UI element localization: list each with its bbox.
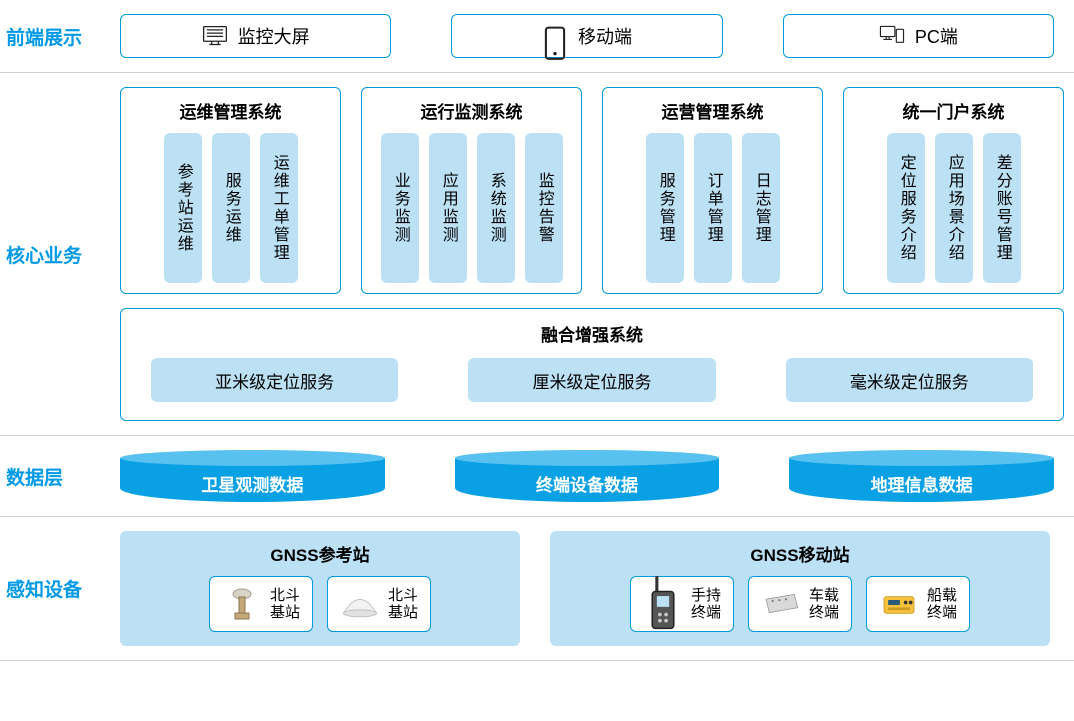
row-frontend: 前端展示 监控大屏 移动端 PC端 — [0, 0, 1074, 73]
frontend-item-pc: PC端 — [783, 14, 1054, 58]
row-label-data: 数据层 — [0, 436, 120, 516]
frontend-item-label: 监控大屏 — [238, 23, 310, 49]
row-content-core: 运维管理系统参考站运维服务运维运维工单管理运行监测系统业务监测应用监测系统监测监… — [120, 73, 1074, 435]
perception-item-label: 北斗基站 — [388, 587, 418, 622]
vehicle-icon — [761, 584, 801, 624]
pc-icon — [879, 25, 905, 47]
fusion-item: 厘米级定位服务 — [468, 358, 715, 402]
perception-items: 北斗基站 北斗基站 — [136, 576, 504, 632]
antenna2-icon — [340, 584, 380, 624]
perception-groups: GNSS参考站北斗基站 北斗基站 GNSS移动站手持终端 车载终端 船载终端 — [120, 531, 1064, 646]
system-title: 运维管理系统 — [180, 98, 282, 123]
perception-item-label: 船载终端 — [927, 587, 957, 622]
cylinder-top — [789, 450, 1054, 466]
row-label-core: 核心业务 — [0, 73, 120, 435]
row-content-frontend: 监控大屏 移动端 PC端 — [120, 0, 1074, 72]
perception-item: 北斗基站 — [327, 576, 431, 632]
data-items: 卫星观测数据 终端设备数据 地理信息数据 — [120, 450, 1064, 502]
system-items: 服务管理订单管理日志管理 — [611, 133, 814, 283]
antenna1-icon — [222, 584, 262, 624]
core-systems: 运维管理系统参考站运维服务运维运维工单管理运行监测系统业务监测应用监测系统监测监… — [120, 87, 1064, 294]
data-cylinder: 卫星观测数据 — [120, 450, 385, 502]
perception-item-label: 车载终端 — [809, 587, 839, 622]
perception-items: 手持终端 车载终端 船载终端 — [566, 576, 1034, 632]
perception-group-0: GNSS参考站北斗基站 北斗基站 — [120, 531, 520, 646]
row-label-perception: 感知设备 — [0, 517, 120, 660]
data-cylinder: 终端设备数据 — [455, 450, 720, 502]
system-items: 定位服务介绍应用场景介绍差分账号管理 — [852, 133, 1055, 283]
perception-item: 手持终端 — [630, 576, 734, 632]
cylinder-top — [455, 450, 720, 466]
row-data: 数据层 卫星观测数据 终端设备数据 地理信息数据 — [0, 436, 1074, 517]
system-title: 运营管理系统 — [662, 98, 764, 123]
system-box-0: 运维管理系统参考站运维服务运维运维工单管理 — [120, 87, 341, 294]
perception-group-1: GNSS移动站手持终端 车载终端 船载终端 — [550, 531, 1050, 646]
row-content-data: 卫星观测数据 终端设备数据 地理信息数据 — [120, 436, 1074, 516]
system-item: 服务管理 — [646, 133, 684, 283]
handheld-icon — [643, 584, 683, 624]
fusion-title: 融合增强系统 — [151, 321, 1033, 346]
fusion-item: 亚米级定位服务 — [151, 358, 398, 402]
system-item: 日志管理 — [742, 133, 780, 283]
frontend-item-label: PC端 — [915, 23, 958, 49]
frontend-items: 监控大屏 移动端 PC端 — [120, 14, 1064, 58]
perception-item: 北斗基站 — [209, 576, 313, 632]
perception-group-title: GNSS参考站 — [136, 541, 504, 566]
fusion-box: 融合增强系统 亚米级定位服务 厘米级定位服务 毫米级定位服务 — [120, 308, 1064, 421]
perception-item-label: 北斗基站 — [270, 587, 300, 622]
data-cylinder: 地理信息数据 — [789, 450, 1054, 502]
system-item: 应用监测 — [429, 133, 467, 283]
row-content-perception: GNSS参考站北斗基站 北斗基站 GNSS移动站手持终端 车载终端 船载终端 — [120, 517, 1074, 660]
perception-item: 车载终端 — [748, 576, 852, 632]
system-item: 系统监测 — [477, 133, 515, 283]
cylinder-top — [120, 450, 385, 466]
fusion-item: 毫米级定位服务 — [786, 358, 1033, 402]
perception-item-label: 手持终端 — [691, 587, 721, 622]
row-label-frontend: 前端展示 — [0, 0, 120, 72]
frontend-item-mobile: 移动端 — [451, 14, 722, 58]
system-item: 监控告警 — [525, 133, 563, 283]
system-item: 定位服务介绍 — [887, 133, 925, 283]
system-item: 差分账号管理 — [983, 133, 1021, 283]
perception-item: 船载终端 — [866, 576, 970, 632]
system-item: 应用场景介绍 — [935, 133, 973, 283]
system-box-3: 统一门户系统定位服务介绍应用场景介绍差分账号管理 — [843, 87, 1064, 294]
system-title: 运行监测系统 — [421, 98, 523, 123]
row-core: 核心业务 运维管理系统参考站运维服务运维运维工单管理运行监测系统业务监测应用监测… — [0, 73, 1074, 436]
fusion-items: 亚米级定位服务 厘米级定位服务 毫米级定位服务 — [151, 358, 1033, 402]
mobile-icon — [542, 25, 568, 47]
frontend-item-monitor: 监控大屏 — [120, 14, 391, 58]
system-box-1: 运行监测系统业务监测应用监测系统监测监控告警 — [361, 87, 582, 294]
monitor-icon — [202, 25, 228, 47]
row-perception: 感知设备 GNSS参考站北斗基站 北斗基站 GNSS移动站手持终端 车载终端 船载终端 — [0, 517, 1074, 661]
system-item: 订单管理 — [694, 133, 732, 283]
perception-group-title: GNSS移动站 — [566, 541, 1034, 566]
system-item: 业务监测 — [381, 133, 419, 283]
system-items: 业务监测应用监测系统监测监控告警 — [370, 133, 573, 283]
system-item: 服务运维 — [212, 133, 250, 283]
ship-icon — [879, 584, 919, 624]
system-item: 参考站运维 — [164, 133, 202, 283]
system-items: 参考站运维服务运维运维工单管理 — [129, 133, 332, 283]
system-box-2: 运营管理系统服务管理订单管理日志管理 — [602, 87, 823, 294]
system-item: 运维工单管理 — [260, 133, 298, 283]
frontend-item-label: 移动端 — [578, 23, 632, 49]
system-title: 统一门户系统 — [903, 98, 1005, 123]
